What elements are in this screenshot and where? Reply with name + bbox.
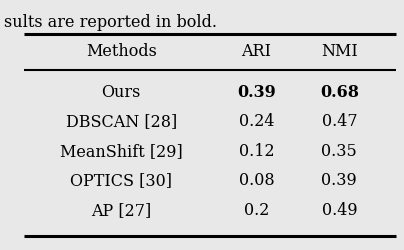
Text: Ours: Ours xyxy=(101,84,141,100)
Text: ARI: ARI xyxy=(242,43,271,60)
Text: sults are reported in bold.: sults are reported in bold. xyxy=(4,14,217,31)
Text: 0.39: 0.39 xyxy=(237,84,276,100)
Text: 0.47: 0.47 xyxy=(322,113,357,130)
Text: 0.35: 0.35 xyxy=(322,142,357,160)
Text: Methods: Methods xyxy=(86,43,157,60)
Text: 0.12: 0.12 xyxy=(239,142,274,160)
Text: OPTICS [30]: OPTICS [30] xyxy=(70,172,172,189)
Text: 0.24: 0.24 xyxy=(239,113,274,130)
Text: AP [27]: AP [27] xyxy=(91,202,152,218)
Text: NMI: NMI xyxy=(321,43,358,60)
Text: 0.68: 0.68 xyxy=(320,84,359,100)
Text: 0.2: 0.2 xyxy=(244,202,269,218)
Text: DBSCAN [28]: DBSCAN [28] xyxy=(65,113,177,130)
Text: MeanShift [29]: MeanShift [29] xyxy=(60,142,183,160)
Text: 0.49: 0.49 xyxy=(322,202,357,218)
Text: 0.08: 0.08 xyxy=(239,172,274,189)
Text: 0.39: 0.39 xyxy=(322,172,357,189)
